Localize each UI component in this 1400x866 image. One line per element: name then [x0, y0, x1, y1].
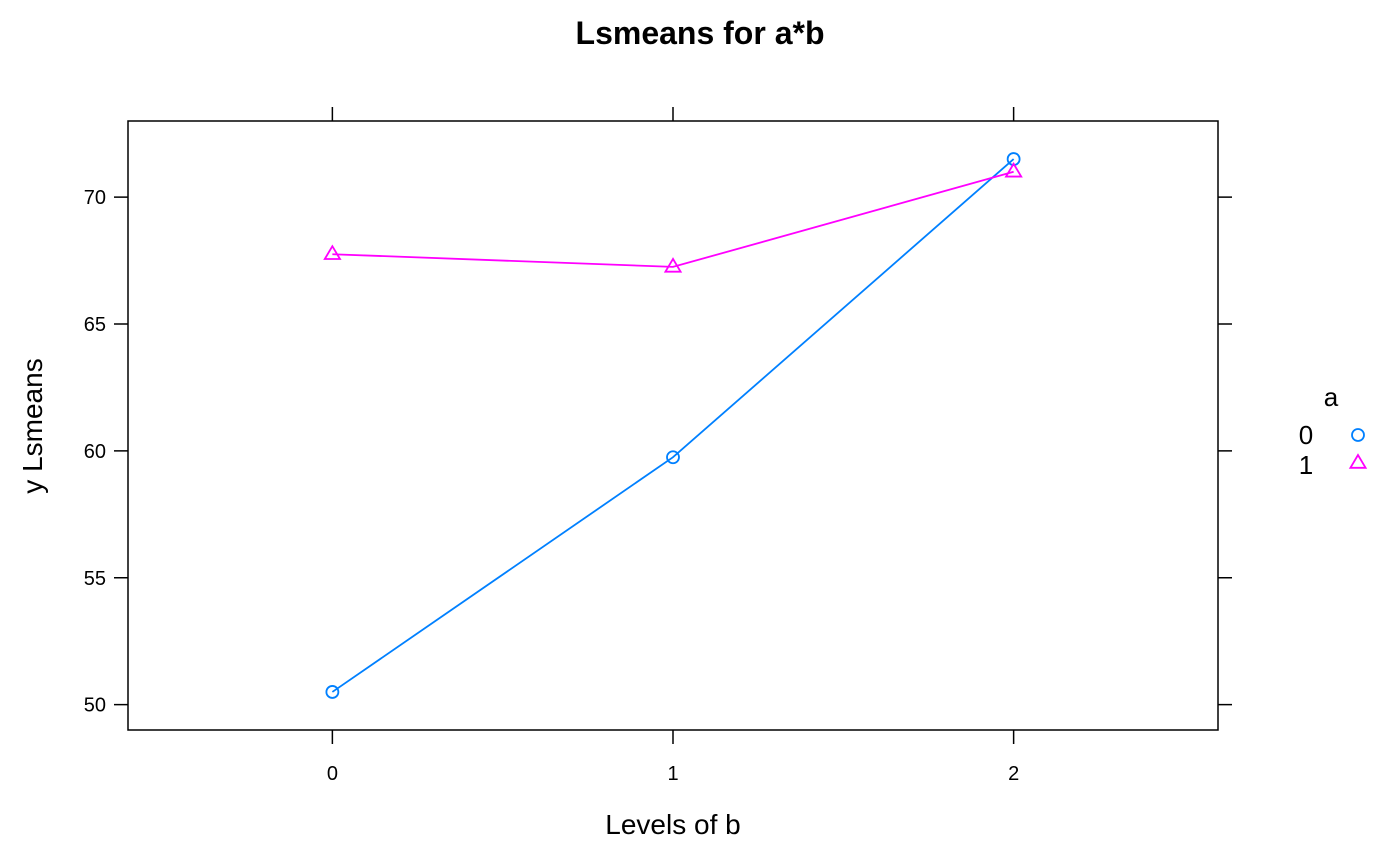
series-1-point: [663, 257, 683, 273]
series-1-point: [1004, 161, 1023, 178]
y-axis: 50 55 60 65 70: [84, 187, 1232, 717]
legend-title: a: [1324, 382, 1339, 412]
x-axis: 0 1 2: [327, 107, 1019, 785]
x-tick-label: 0: [327, 763, 338, 785]
y-axis-label: y Lsmeans: [17, 358, 48, 493]
y-tick-label: 60: [84, 441, 106, 463]
legend-label-series-0: 0: [1299, 420, 1313, 450]
plot-frame: [127, 120, 1219, 731]
series-0-line: [331, 158, 1015, 693]
x-tick-label: 2: [1008, 763, 1019, 785]
y-tick-label: 55: [84, 568, 106, 590]
legend-label-series-1: 1: [1299, 450, 1313, 480]
x-axis-label: Levels of b: [605, 809, 740, 840]
y-tick-label: 50: [84, 695, 106, 717]
series-1-line: [332, 170, 1014, 268]
series-0-point: [666, 450, 680, 465]
y-tick-label: 70: [84, 187, 106, 209]
legend-marker-series-1: [1348, 453, 1368, 469]
x-tick-label: 1: [667, 763, 678, 785]
y-tick-label: 65: [84, 314, 106, 336]
series-0-point: [325, 685, 340, 699]
legend-markers: [1348, 428, 1368, 469]
legend: a 0 1: [1299, 382, 1368, 480]
series-1-point: [323, 244, 342, 260]
series-layer: [323, 152, 1023, 699]
chart-title: Lsmeans for a*b: [576, 15, 825, 51]
legend-marker-series-0: [1351, 428, 1365, 442]
